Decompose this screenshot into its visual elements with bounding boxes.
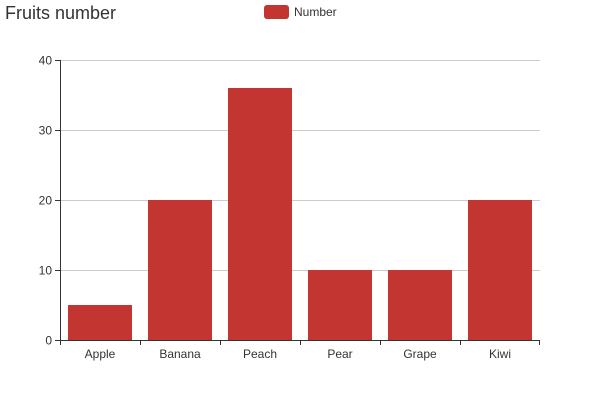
bar-kiwi: [468, 200, 532, 340]
bar-banana: [148, 200, 212, 340]
y-tick-labels: 0 10 20 30 40: [39, 54, 53, 348]
y-tick-label: 40: [39, 54, 53, 68]
legend-label-number: Number: [294, 5, 337, 19]
x-tick-label: Peach: [243, 347, 277, 361]
legend-swatch: [264, 5, 289, 19]
bar-grape: [388, 270, 452, 340]
y-tick-label: 20: [39, 194, 53, 208]
chart-title: Fruits number: [5, 3, 117, 23]
grid-lines: [60, 60, 540, 271]
legend[interactable]: Number: [264, 5, 337, 19]
x-tick-label: Banana: [159, 347, 201, 361]
bar-pear: [308, 270, 372, 340]
y-tick-label: 30: [39, 124, 53, 138]
bar-peach: [228, 88, 292, 340]
x-tick-label: Apple: [85, 347, 116, 361]
x-tick-label: Grape: [403, 347, 437, 361]
y-tick-label: 0: [45, 334, 52, 348]
x-tick-label: Pear: [327, 347, 352, 361]
y-tick-label: 10: [39, 264, 53, 278]
x-tick-label: Kiwi: [489, 347, 511, 361]
x-tick-labels: Apple Banana Peach Pear Grape Kiwi: [85, 347, 511, 361]
axes: [55, 60, 540, 345]
bar-apple: [68, 305, 132, 340]
bars: [68, 88, 532, 340]
